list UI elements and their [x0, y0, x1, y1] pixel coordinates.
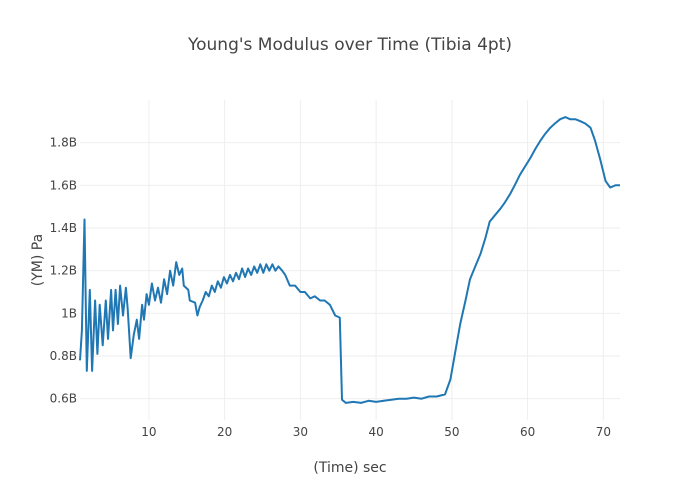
y-tick-label: 1.8B: [50, 136, 77, 150]
x-tick-label: 40: [368, 425, 383, 439]
y-tick-label: 1B: [61, 306, 77, 320]
grid: [80, 100, 620, 420]
series-line: [79, 116, 620, 404]
x-tick-label: 50: [444, 425, 459, 439]
y-tick-label: 1.6B: [50, 178, 77, 192]
x-axis-label: (Time) sec: [313, 460, 386, 476]
chart-title: Young's Modulus over Time (Tibia 4pt): [187, 35, 512, 55]
x-tick-label: 20: [217, 425, 232, 439]
y-tick-label: 0.8B: [50, 349, 77, 363]
x-tick-label: 60: [520, 425, 535, 439]
x-tick-label: 70: [596, 425, 611, 439]
y-tick-label: 1.4B: [50, 221, 77, 235]
y-tick-label: 0.6B: [50, 392, 77, 406]
tick-labels: 10 20 30 40 50 60 70 0.6B 0.8B 1B 1.2B 1.4B 1.6B 1.8B: [50, 136, 611, 439]
x-tick-label: 30: [293, 425, 308, 439]
y-tick-label: 1.2B: [50, 264, 77, 278]
y-axis-label: (YM) Pa: [30, 234, 46, 286]
x-tick-label: 10: [141, 425, 156, 439]
